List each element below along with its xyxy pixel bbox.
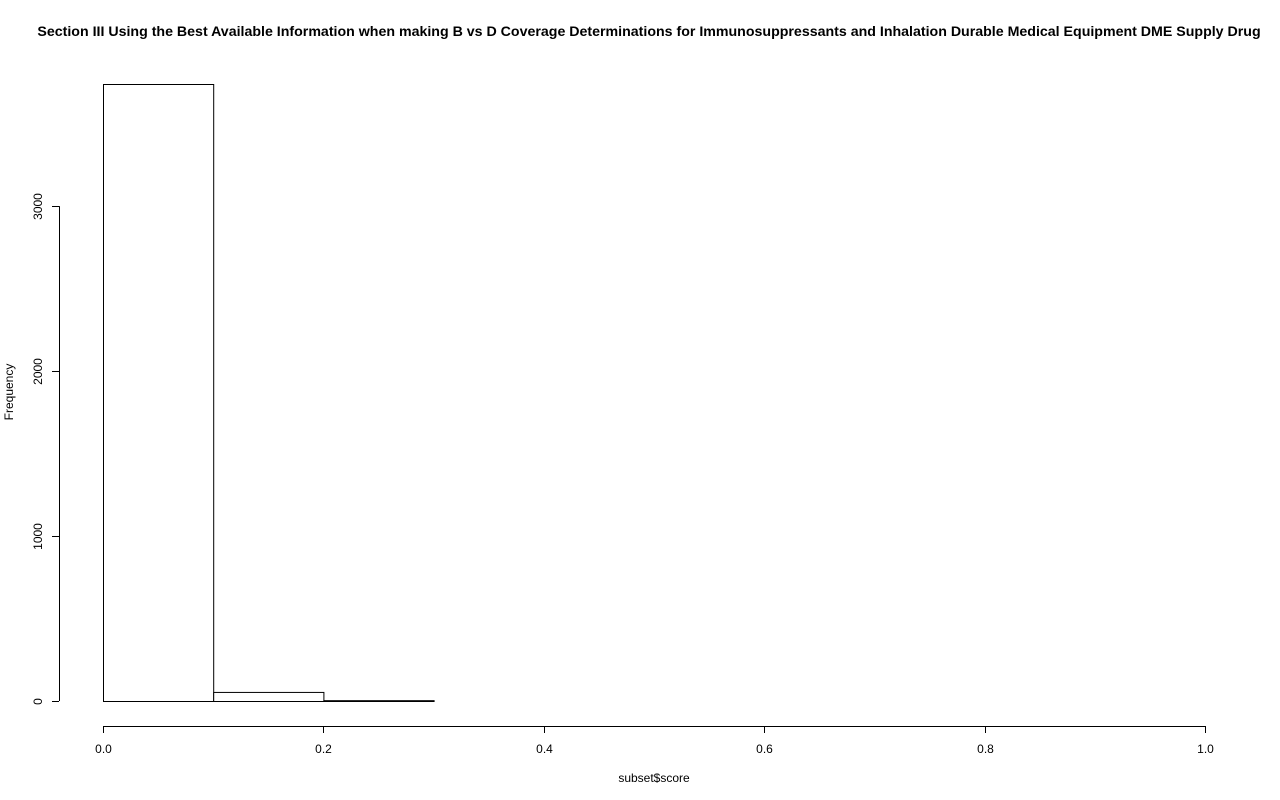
y-tick-label-3: 3000 bbox=[31, 193, 45, 220]
y-tick-label-2: 2000 bbox=[31, 358, 45, 385]
histogram-bar-2 bbox=[323, 700, 435, 702]
x-axis: 0.0 0.2 0.4 0.6 0.8 1.0 bbox=[95, 726, 1214, 756]
y-tick-label-1: 1000 bbox=[31, 523, 45, 550]
x-tick-label-1: 0.2 bbox=[315, 742, 332, 756]
x-axis-label: subset$score bbox=[618, 771, 690, 785]
y-axis-label: Frequency bbox=[2, 364, 16, 421]
y-axis: 0 1000 2000 3000 bbox=[31, 193, 60, 705]
x-tick-label-3: 0.6 bbox=[756, 742, 773, 756]
x-tick-label-2: 0.4 bbox=[536, 742, 553, 756]
x-tick-label-0: 0.0 bbox=[95, 742, 112, 756]
x-tick-label-5: 1.0 bbox=[1197, 742, 1214, 756]
histogram-bar-0 bbox=[103, 84, 215, 702]
chart-title: Section III Using the Best Available Inf… bbox=[37, 24, 1260, 40]
y-tick-label-0: 0 bbox=[31, 698, 45, 705]
x-tick-label-4: 0.8 bbox=[977, 742, 994, 756]
histogram-bars bbox=[103, 84, 435, 702]
histogram-bar-1 bbox=[213, 691, 325, 702]
